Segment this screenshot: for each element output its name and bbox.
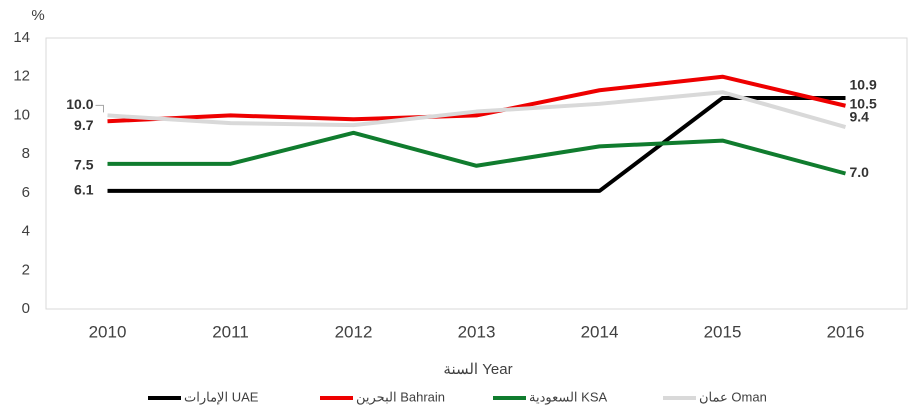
y-tick-label: 4	[22, 223, 30, 240]
x-tick-label: 2012	[335, 322, 373, 341]
series-line	[107, 96, 846, 193]
x-tick-label: 2016	[827, 322, 865, 341]
data-label: 10.0	[66, 96, 93, 112]
y-tick-label: 14	[13, 29, 30, 46]
legend-label: عمان Oman	[699, 389, 767, 404]
series-line	[107, 74, 846, 124]
y-tick-label: 10	[13, 106, 30, 123]
data-label: 10.5	[850, 95, 877, 111]
x-tick-label: 2010	[89, 322, 127, 341]
x-axis-label: السنة Year	[443, 361, 512, 378]
data-label: 6.1	[74, 182, 94, 198]
y-tick-label: 8	[22, 145, 30, 162]
data-label: 10.9	[850, 77, 877, 93]
x-tick-label: 2013	[458, 322, 496, 341]
plot-frame	[45, 37, 908, 310]
legend-label: السعودية KSA	[529, 389, 608, 405]
y-tick-label: 2	[22, 261, 30, 278]
series-line	[107, 130, 847, 176]
data-label: 9.7	[74, 117, 94, 133]
x-tick-label: 2014	[581, 322, 619, 341]
y-tick-label: 12	[13, 68, 30, 85]
legend-label: الإمارات UAE	[184, 389, 259, 405]
data-label: 9.4	[850, 109, 870, 125]
y-tick-label: 0	[22, 300, 30, 317]
y-tick-label: 6	[22, 184, 30, 201]
data-label: 7.5	[74, 157, 94, 173]
legend-label: البحرين Bahrain	[356, 389, 445, 405]
y-axis-label: %	[31, 7, 44, 24]
data-label: 7.0	[850, 164, 870, 180]
x-tick-label: 2015	[704, 322, 742, 341]
series-line	[107, 90, 847, 129]
x-tick-label: 2011	[212, 322, 249, 341]
leader-line	[95, 104, 104, 113]
